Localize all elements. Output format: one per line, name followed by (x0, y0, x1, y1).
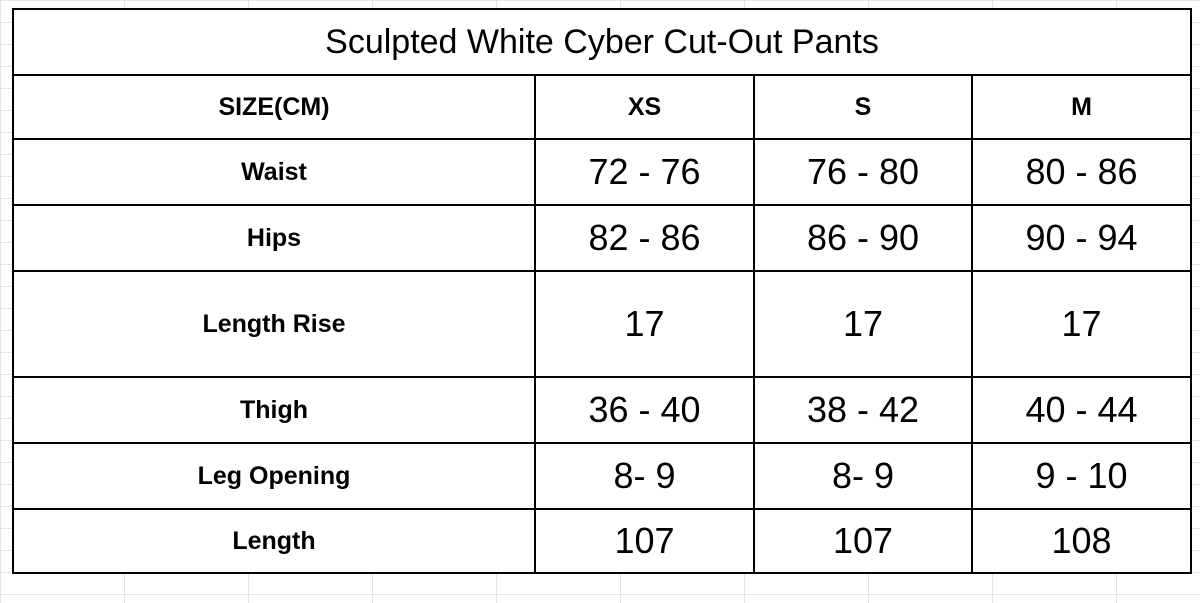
size-chart-table: Sculpted White Cyber Cut-Out Pants SIZE(… (12, 8, 1192, 574)
table-cell: 17 (534, 270, 755, 378)
size-m-header: M (971, 74, 1192, 140)
row-label: Thigh (12, 376, 536, 444)
row-label: Waist (12, 138, 536, 206)
size-xs-header: XS (534, 74, 755, 140)
table-cell: 107 (534, 508, 755, 574)
table-cell: 108 (971, 508, 1192, 574)
size-s-header: S (753, 74, 973, 140)
table-row: Waist 72 - 76 76 - 80 80 - 86 (12, 138, 1192, 206)
header-label: SIZE(CM) (12, 74, 536, 140)
table-cell: 17 (971, 270, 1192, 378)
row-label: Length Rise (12, 270, 536, 378)
table-row: Hips 82 - 86 86 - 90 90 - 94 (12, 204, 1192, 272)
table-row: Thigh 36 - 40 38 - 42 40 - 44 (12, 376, 1192, 444)
table-cell: 76 - 80 (753, 138, 973, 206)
table-cell: 82 - 86 (534, 204, 755, 272)
row-label: Hips (12, 204, 536, 272)
table-cell: 80 - 86 (971, 138, 1192, 206)
table-row: Length 107 107 108 (12, 508, 1192, 574)
table-cell: 90 - 94 (971, 204, 1192, 272)
table-cell: 40 - 44 (971, 376, 1192, 444)
chart-title: Sculpted White Cyber Cut-Out Pants (12, 8, 1192, 76)
table-cell: 17 (753, 270, 973, 378)
table-cell: 9 - 10 (971, 442, 1192, 510)
row-label: Leg Opening (12, 442, 536, 510)
table-row: Length Rise 17 17 17 (12, 270, 1192, 378)
table-cell: 86 - 90 (753, 204, 973, 272)
table-cell: 107 (753, 508, 973, 574)
size-header-row: SIZE(CM) XS S M (12, 74, 1192, 140)
table-cell: 8- 9 (534, 442, 755, 510)
row-label: Length (12, 508, 536, 574)
title-row: Sculpted White Cyber Cut-Out Pants (12, 8, 1192, 76)
table-cell: 38 - 42 (753, 376, 973, 444)
table-cell: 36 - 40 (534, 376, 755, 444)
table-row: Leg Opening 8- 9 8- 9 9 - 10 (12, 442, 1192, 510)
table-cell: 8- 9 (753, 442, 973, 510)
table-cell: 72 - 76 (534, 138, 755, 206)
